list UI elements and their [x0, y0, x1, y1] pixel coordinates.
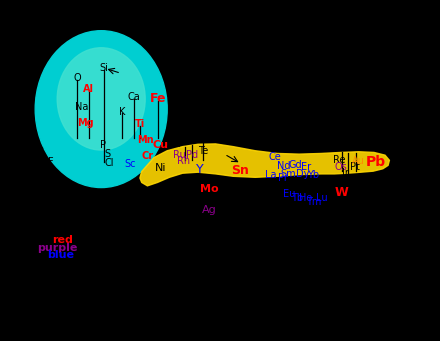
Text: H: H [21, 116, 28, 126]
Text: Cr: Cr [141, 151, 154, 161]
Text: Ru: Ru [173, 150, 186, 160]
Text: Dy: Dy [296, 169, 309, 179]
Text: Yb: Yb [307, 170, 319, 180]
Text: Pb: Pb [366, 155, 386, 169]
Text: K: K [119, 107, 125, 117]
Text: Ca: Ca [128, 92, 140, 102]
Text: La: La [265, 169, 276, 180]
Text: Sn: Sn [231, 164, 249, 177]
Text: Au: Au [352, 156, 365, 166]
Text: Ho: Ho [299, 193, 312, 204]
Text: Nd: Nd [277, 161, 290, 171]
Text: Sm: Sm [280, 169, 296, 179]
Text: S: S [105, 149, 111, 159]
Text: Er: Er [301, 162, 311, 172]
Text: Y: Y [196, 163, 204, 176]
Text: W: W [334, 186, 348, 199]
Text: Mg: Mg [77, 118, 94, 128]
Text: Ce: Ce [269, 152, 281, 162]
Text: O: O [73, 73, 81, 84]
Ellipse shape [57, 48, 145, 150]
Ellipse shape [35, 31, 167, 188]
Text: Ni: Ni [155, 163, 166, 174]
Text: Ir: Ir [342, 167, 349, 178]
Text: Tm: Tm [307, 197, 322, 207]
Text: blue: blue [47, 250, 74, 260]
Text: Al: Al [83, 84, 94, 94]
Text: Pr: Pr [278, 173, 288, 183]
Text: Mn: Mn [137, 135, 154, 145]
Text: purple: purple [37, 242, 77, 253]
Text: Te: Te [198, 146, 209, 156]
Text: Eu: Eu [283, 189, 296, 199]
Text: P: P [100, 140, 106, 150]
Text: Zn: Zn [166, 139, 181, 149]
Polygon shape [140, 144, 389, 186]
Text: Cl: Cl [104, 158, 114, 168]
Text: Fe: Fe [150, 92, 167, 105]
Text: Tb: Tb [291, 193, 304, 204]
Text: Pt: Pt [350, 162, 359, 172]
Text: Rh: Rh [177, 156, 191, 166]
Text: Re: Re [334, 155, 346, 165]
Text: Gd: Gd [289, 160, 302, 170]
Text: C: C [36, 147, 43, 157]
Text: Sc: Sc [124, 159, 136, 169]
Text: Os: Os [335, 162, 347, 172]
Text: red: red [52, 235, 73, 246]
Text: Ti: Ti [135, 119, 145, 130]
Text: F: F [48, 157, 53, 167]
Text: Mo: Mo [200, 184, 218, 194]
Text: Cu: Cu [153, 140, 169, 150]
Text: Na: Na [75, 102, 88, 113]
Text: Lu: Lu [316, 193, 328, 204]
Text: Ag: Ag [202, 205, 216, 215]
Text: Si: Si [99, 63, 108, 73]
Text: Pd: Pd [186, 150, 198, 160]
